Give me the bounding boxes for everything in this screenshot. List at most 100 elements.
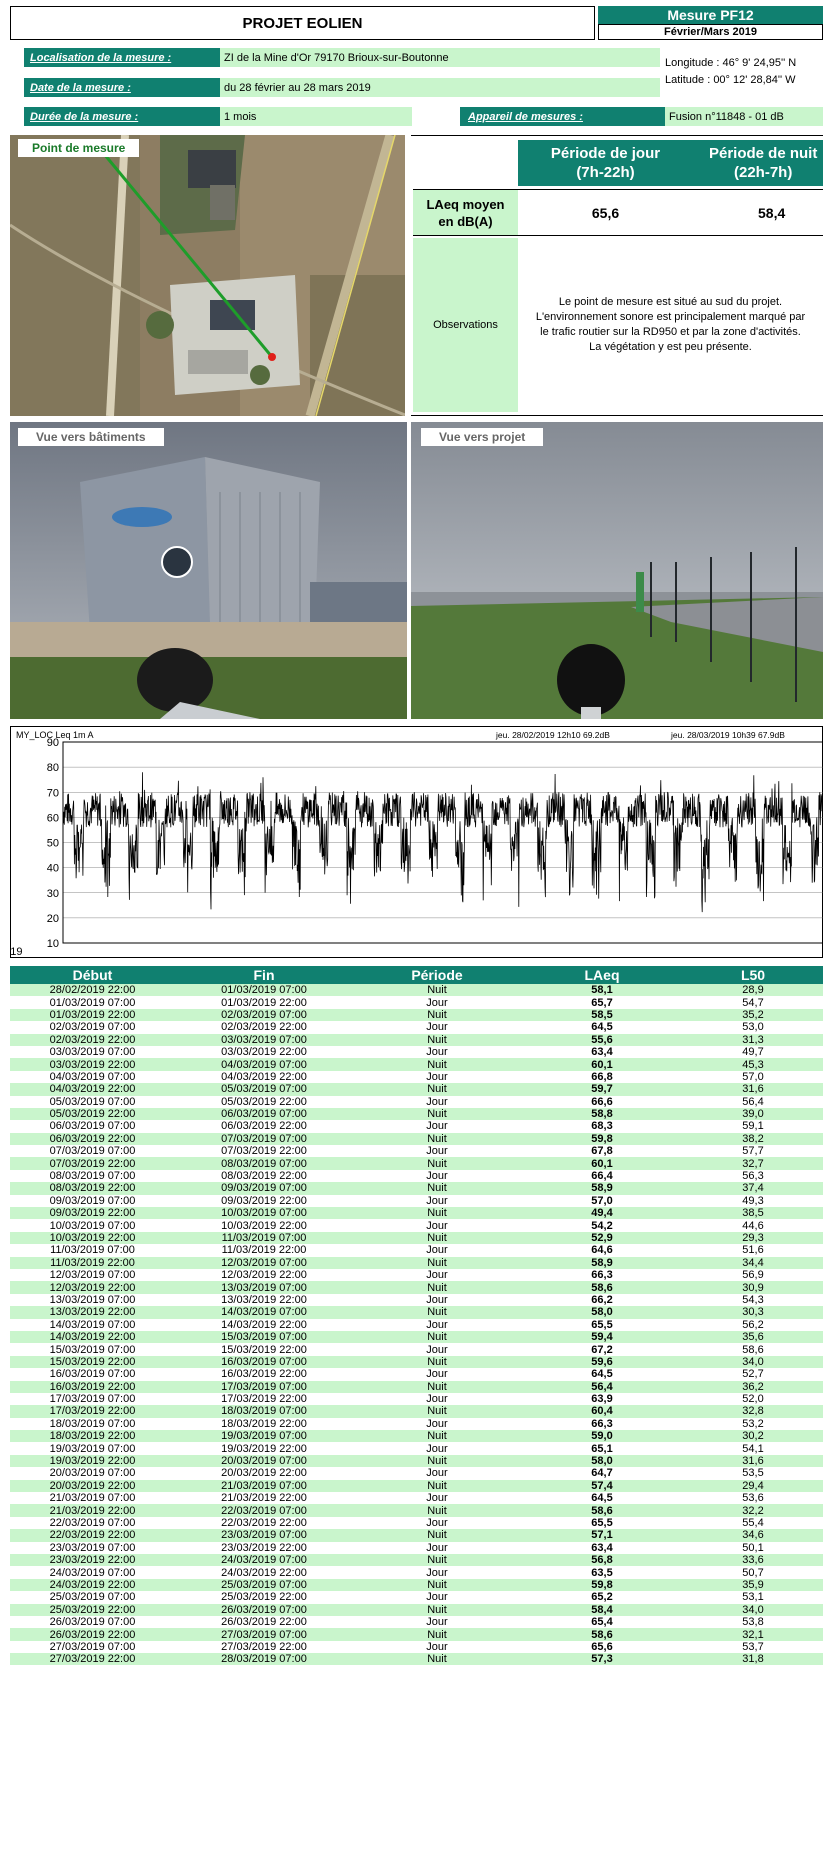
table-cell: 59,4 <box>521 1330 683 1344</box>
chart-y-tick-label: 50 <box>47 838 59 850</box>
table-row: 06/03/2019 07:00 06/03/2019 22:00 Jour 68,3… <box>10 1120 823 1132</box>
table-cell: 03/03/2019 22:00 <box>10 1058 175 1071</box>
table-cell: Jour <box>426 1393 448 1406</box>
table-cell: 27/03/2019 07:00 <box>175 1628 353 1641</box>
table-row: 13/03/2019 07:00 13/03/2019 22:00 Jour 66,2… <box>10 1294 823 1306</box>
table-cell: 05/03/2019 22:00 <box>10 1107 175 1121</box>
table-cell: 31,3 <box>683 1033 823 1046</box>
table-cell: 09/03/2019 22:00 <box>10 1207 175 1220</box>
table-cell: 11/03/2019 07:00 <box>175 1231 353 1245</box>
table-row: 11/03/2019 22:00 12/03/2019 07:00 Nuit 58,9… <box>10 1256 823 1269</box>
table-cell: 59,6 <box>521 1355 683 1369</box>
table-cell: 23/03/2019 22:00 <box>221 1541 307 1554</box>
noise-chart: MY_LOC Leq 1m A jeu. 28/02/2019 12h10 69… <box>0 726 823 958</box>
table-cell: 44,6 <box>742 1219 764 1232</box>
table-cell: 58,9 <box>521 1182 683 1195</box>
laeq-label-line2: en dB(A) <box>438 213 493 229</box>
table-cell: 58,0 <box>521 1306 683 1319</box>
table-cell: 34,0 <box>683 1603 823 1616</box>
table-cell: 54,7 <box>742 996 764 1009</box>
chart-y-tick-label: 10 <box>47 938 59 950</box>
table-row: 11/03/2019 07:00 11/03/2019 22:00 Jour 64,6… <box>10 1244 823 1256</box>
table-row: 03/03/2019 22:00 04/03/2019 07:00 Nuit 60,1… <box>10 1058 823 1071</box>
table-cell: Nuit <box>353 1653 521 1666</box>
table-cell: 25/03/2019 07:00 <box>49 1591 136 1604</box>
table-row: 19/03/2019 22:00 20/03/2019 07:00 Nuit 58,0… <box>10 1454 823 1468</box>
observation-line: La végétation y est peu présente. <box>589 341 752 353</box>
table-row: 24/03/2019 22:00 25/03/2019 07:00 Nuit 59,8… <box>10 1578 823 1592</box>
chart-y-tick-label: 30 <box>47 888 59 900</box>
table-cell: 53,7 <box>742 1640 764 1653</box>
table-cell: 31,8 <box>683 1653 823 1666</box>
photo-right-tag: Vue vers projet <box>421 428 544 446</box>
table-cell: 66,4 <box>591 1170 613 1183</box>
table-cell: 19/03/2019 22:00 <box>10 1454 175 1468</box>
table-cell: 18/03/2019 22:00 <box>10 1430 175 1443</box>
table-cell: 50,1 <box>742 1541 764 1554</box>
observation-line: Le point de mesure est situé au sud du p… <box>558 296 783 308</box>
table-cell: 15/03/2019 07:00 <box>175 1330 353 1344</box>
table-cell: Jour <box>426 1244 448 1257</box>
latitude: Latitude : 00° 12' 28,84'' W <box>665 74 796 86</box>
table-row: 02/03/2019 22:00 03/03/2019 07:00 Nuit 55,6… <box>10 1033 823 1046</box>
table-cell: Nuit <box>353 1058 521 1071</box>
table-row: 26/03/2019 22:00 27/03/2019 07:00 Nuit 58,6… <box>10 1628 823 1641</box>
table-cell: 53,0 <box>742 1021 764 1034</box>
table-cell: 18/03/2019 07:00 <box>49 1417 136 1430</box>
table-cell: 26/03/2019 07:00 <box>49 1616 136 1629</box>
table-row: 17/03/2019 07:00 17/03/2019 22:00 Jour 63,9… <box>10 1393 823 1405</box>
table-row: 08/03/2019 07:00 08/03/2019 22:00 Jour 66,4… <box>10 1170 823 1182</box>
table-cell: 56,4 <box>742 1095 764 1108</box>
table-cell: 06/03/2019 22:00 <box>221 1120 307 1133</box>
table-cell: 38,5 <box>683 1207 823 1220</box>
table-cell: 12/03/2019 22:00 <box>10 1281 175 1294</box>
chart-x-tick-label: 26/03/2019 <box>11 946 22 958</box>
table-cell: 18/03/2019 22:00 <box>221 1417 307 1430</box>
day-header-line1: Période de jour <box>550 145 661 162</box>
table-cell: 12/03/2019 22:00 <box>221 1269 307 1282</box>
table-cell: 12/03/2019 07:00 <box>175 1256 353 1269</box>
table-cell: 02/03/2019 22:00 <box>221 1021 307 1034</box>
table-row: 10/03/2019 07:00 10/03/2019 22:00 Jour 54,2… <box>10 1219 823 1232</box>
table-row: 21/03/2019 07:00 21/03/2019 22:00 Jour 64,5… <box>10 1492 823 1504</box>
table-cell: 56,2 <box>742 1318 764 1331</box>
duration-label: Durée de la mesure : <box>24 107 220 126</box>
table-cell: 03/03/2019 07:00 <box>49 1046 136 1059</box>
table-cell: 51,6 <box>742 1244 764 1257</box>
table-row: 06/03/2019 22:00 07/03/2019 07:00 Nuit 59,8… <box>10 1132 823 1146</box>
longitude: Longitude : 46° 9' 24,95'' N <box>665 57 797 69</box>
table-cell: 21/03/2019 07:00 <box>49 1492 136 1505</box>
table-row: 16/03/2019 07:00 16/03/2019 22:00 Jour 64,5… <box>10 1368 823 1380</box>
date-value: du 28 février au 28 mars 2019 <box>220 78 660 97</box>
measure-line <box>93 142 274 358</box>
chart-y-tick-label: 40 <box>47 863 59 875</box>
table-cell: 58,0 <box>521 1454 683 1468</box>
table-cell: Jour <box>426 1170 448 1183</box>
table-cell: Nuit <box>353 1256 521 1269</box>
aerial-map-image <box>10 135 405 416</box>
table-cell: 06/03/2019 07:00 <box>49 1120 136 1133</box>
table-cell: 01/03/2019 07:00 <box>175 984 353 997</box>
chart-marker-2: jeu. 28/03/2019 10h39 67.9dB <box>670 730 785 740</box>
table-cell: 65,4 <box>591 1616 613 1629</box>
table-row: 14/03/2019 22:00 15/03/2019 07:00 Nuit 59,4… <box>10 1330 823 1344</box>
table-cell: 58,6 <box>742 1343 764 1356</box>
table-cell: 04/03/2019 07:00 <box>175 1058 353 1071</box>
table-cell: 24/03/2019 22:00 <box>10 1578 175 1592</box>
table-cell: Nuit <box>353 1132 521 1146</box>
table-cell: Jour <box>426 1442 448 1455</box>
table-cell: 13/03/2019 07:00 <box>49 1293 136 1306</box>
photo-left-tag: Vue vers bâtiments <box>18 428 164 446</box>
table-cell: 59,8 <box>521 1132 683 1146</box>
table-cell: 27/03/2019 22:00 <box>221 1640 307 1653</box>
day-period-header: Période de jour (7h-22h) <box>518 140 693 186</box>
table-row: 15/03/2019 07:00 15/03/2019 22:00 Jour 67,2… <box>10 1343 823 1356</box>
table-cell: 58,1 <box>521 984 683 997</box>
table-cell: 31,6 <box>683 1083 823 1096</box>
table-cell: 67,8 <box>591 1145 613 1158</box>
table-cell: 59,0 <box>521 1430 683 1443</box>
chart-series-label: MY_LOC Leq 1m A <box>16 730 94 740</box>
table-cell: Nuit <box>353 1430 521 1443</box>
table-row: 24/03/2019 07:00 24/03/2019 22:00 Jour 63,5… <box>10 1566 823 1579</box>
table-cell: 16/03/2019 07:00 <box>49 1368 136 1381</box>
